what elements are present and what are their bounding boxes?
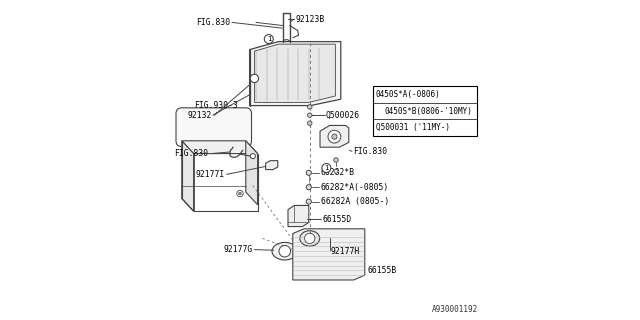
- Text: 0450S*A(-0806): 0450S*A(-0806): [376, 90, 441, 99]
- Circle shape: [250, 74, 259, 83]
- Circle shape: [307, 170, 312, 175]
- Circle shape: [307, 121, 312, 125]
- Text: 0450S*B(0806-'10MY): 0450S*B(0806-'10MY): [385, 107, 472, 116]
- Text: Q500026: Q500026: [326, 111, 360, 120]
- Text: FIG.830: FIG.830: [353, 147, 387, 156]
- Circle shape: [237, 190, 243, 197]
- Text: 92132: 92132: [188, 111, 212, 120]
- Polygon shape: [266, 161, 278, 170]
- Text: 92177G: 92177G: [224, 245, 253, 254]
- Circle shape: [328, 130, 340, 143]
- Circle shape: [376, 108, 383, 115]
- Text: Q500031 ('11MY-): Q500031 ('11MY-): [376, 123, 450, 132]
- Polygon shape: [254, 44, 335, 102]
- Polygon shape: [320, 125, 349, 147]
- Circle shape: [279, 245, 291, 257]
- FancyBboxPatch shape: [372, 86, 477, 136]
- Circle shape: [334, 158, 339, 162]
- Circle shape: [307, 199, 312, 204]
- Text: 66282*A(-0805): 66282*A(-0805): [321, 183, 389, 192]
- Polygon shape: [182, 141, 193, 211]
- Polygon shape: [288, 205, 309, 227]
- Text: 66282*B: 66282*B: [321, 168, 355, 177]
- Text: 1: 1: [324, 165, 328, 171]
- Ellipse shape: [283, 40, 289, 44]
- Text: A930001192: A930001192: [432, 305, 479, 314]
- Polygon shape: [246, 141, 258, 205]
- Text: FIG.930-3: FIG.930-3: [194, 101, 238, 110]
- Ellipse shape: [300, 231, 320, 246]
- Text: 1: 1: [377, 108, 381, 114]
- Text: 92177I: 92177I: [195, 170, 225, 179]
- Text: FIG.830: FIG.830: [175, 149, 209, 158]
- Circle shape: [332, 134, 337, 139]
- Circle shape: [334, 169, 338, 173]
- Circle shape: [307, 105, 312, 109]
- Polygon shape: [182, 141, 258, 154]
- Circle shape: [305, 233, 315, 244]
- Text: 1: 1: [267, 36, 271, 42]
- Circle shape: [307, 185, 312, 190]
- Circle shape: [250, 154, 255, 159]
- Text: 92123B: 92123B: [296, 15, 325, 24]
- Text: 66282A (0805-): 66282A (0805-): [321, 197, 389, 206]
- Text: 66155D: 66155D: [323, 215, 352, 224]
- Ellipse shape: [272, 243, 298, 260]
- Text: 92177H: 92177H: [331, 247, 360, 256]
- Polygon shape: [292, 229, 365, 280]
- Circle shape: [264, 35, 273, 44]
- Circle shape: [322, 164, 331, 172]
- Circle shape: [239, 192, 241, 195]
- FancyBboxPatch shape: [176, 108, 252, 147]
- Text: 66155B: 66155B: [367, 266, 397, 275]
- Circle shape: [307, 113, 312, 117]
- Text: FIG.830: FIG.830: [196, 18, 230, 27]
- Polygon shape: [250, 42, 340, 106]
